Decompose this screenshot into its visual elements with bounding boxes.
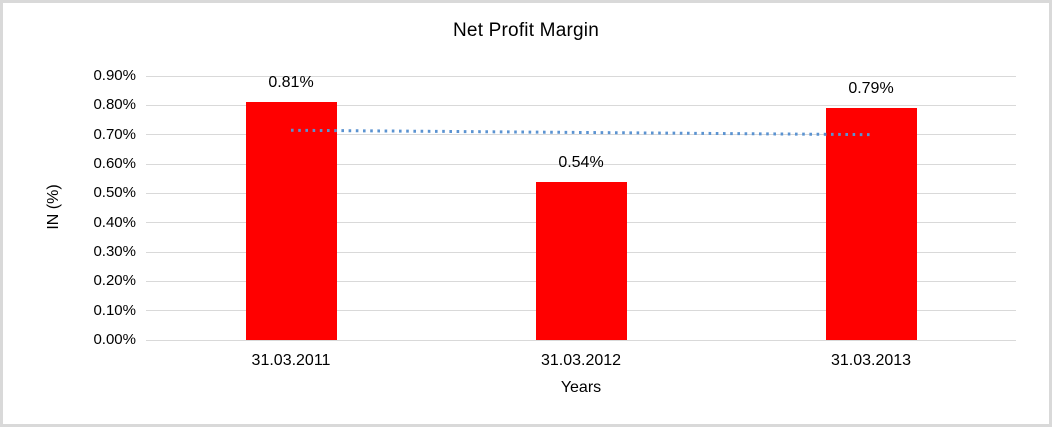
- y-tick-label: 0.90%: [93, 67, 136, 84]
- y-tick-label: 0.00%: [93, 331, 136, 348]
- x-axis-title: Years: [560, 379, 602, 396]
- plot-area: 0.90% 0.80% 0.70% 0.60% 0.50% 0.40% 0.30% 0.20%…: [3, 3, 1052, 430]
- chart-title: Net Profit Margin: [453, 20, 599, 41]
- gridline: [146, 104, 1016, 106]
- x-tick-label: 31.03.2012: [540, 352, 622, 369]
- gridline: [146, 75, 1016, 77]
- y-tick-label: 0.30%: [93, 243, 136, 260]
- gridline: [146, 163, 1016, 165]
- y-tick-label: 0.40%: [93, 213, 136, 231]
- data-label: 0.81%: [268, 74, 314, 92]
- gridline: [146, 339, 1016, 341]
- data-label: 0.54%: [558, 153, 604, 171]
- bar: [825, 108, 917, 340]
- data-label: 0.79%: [848, 80, 894, 98]
- bar: [535, 181, 627, 340]
- y-tick-label: 0.20%: [93, 272, 136, 290]
- x-tick-label: 31.03.2011: [251, 352, 331, 369]
- y-tick-label: 0.80%: [93, 96, 136, 114]
- y-tick-label: 0.60%: [93, 155, 136, 172]
- bar: [245, 102, 337, 340]
- x-tick-label: 31.03.2013: [830, 352, 912, 369]
- y-tick-label: 0.70%: [93, 125, 136, 143]
- y-tick-label: 0.50%: [93, 184, 136, 202]
- y-tick-label: 0.10%: [93, 301, 136, 319]
